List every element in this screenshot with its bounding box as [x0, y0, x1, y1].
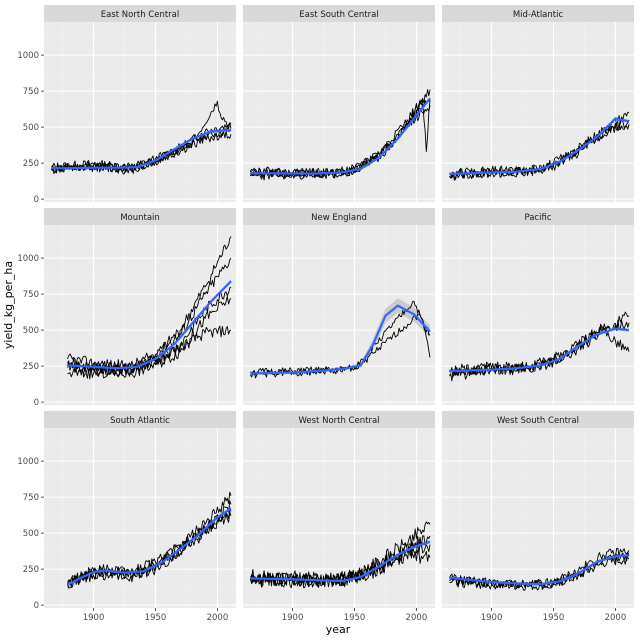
y-tick-label: 500 — [23, 123, 39, 133]
x-axis-layer: 1900 1950 2000 1900 1950 2000 1900 1950 2000 — [83, 608, 627, 623]
panel-data — [50, 100, 232, 175]
facet-strip — [442, 208, 634, 225]
facet-title: South Atlantic — [110, 416, 170, 426]
confidence-band — [51, 128, 232, 170]
smooth-trend-line — [449, 554, 630, 586]
facet-strip — [243, 411, 435, 428]
panel-background — [44, 22, 236, 202]
facet-panel: West North Central — [243, 411, 435, 608]
smooth-trend-line — [66, 507, 232, 586]
panels-layer: East North Central East South Central Mid-… — [44, 5, 634, 608]
x-tick-label: 1900 — [83, 613, 105, 623]
panel-data — [449, 547, 630, 591]
x-tick-label: 1900 — [481, 613, 503, 623]
y-tick-label: 500 — [23, 326, 39, 336]
x-tick-label: 1950 — [145, 613, 167, 623]
facet-panel: Mountain — [44, 208, 236, 405]
facet-title: East North Central — [101, 10, 179, 20]
facet-title: West North Central — [298, 416, 379, 426]
facet-title: West South Central — [497, 416, 579, 426]
facet-title: Mid-Atlantic — [513, 10, 564, 20]
y-tick-label: 250 — [23, 565, 39, 575]
x-tick-label: 1900 — [282, 613, 304, 623]
y-tick-label: 0 — [34, 195, 39, 205]
panel-data — [67, 236, 232, 380]
panel-data — [449, 311, 630, 382]
panel-data — [66, 491, 232, 590]
facet-title: Pacific — [524, 213, 551, 223]
raw-series-line — [249, 535, 431, 588]
facet-panel: East North Central — [44, 5, 236, 202]
facet-title: Mountain — [120, 213, 160, 223]
facet-strip — [44, 5, 236, 22]
facet-strip — [44, 208, 236, 225]
y-tick-label: 500 — [23, 529, 39, 539]
facet-panel: Mid-Atlantic — [442, 5, 634, 202]
smooth-trend-line — [250, 540, 431, 582]
facet-strip — [442, 411, 634, 428]
smooth-trend-line — [67, 280, 232, 370]
y-tick-label: 750 — [23, 493, 39, 503]
panel-background — [442, 225, 634, 405]
facet-panel: West South Central — [442, 411, 634, 608]
y-tick-label: 1000 — [17, 51, 39, 61]
smooth-trend-line — [449, 327, 630, 373]
x-tick-label: 2000 — [207, 613, 229, 623]
raw-series-line — [67, 295, 232, 380]
raw-series-line — [449, 555, 630, 591]
facet-title: East South Central — [299, 10, 378, 20]
y-tick-label: 250 — [23, 159, 39, 169]
y-tick-label: 1000 — [17, 254, 39, 264]
facet-strip — [442, 5, 634, 22]
panel-data — [250, 298, 431, 379]
y-tick-label: 0 — [34, 601, 39, 611]
smooth-trend-line — [449, 117, 630, 175]
x-axis-title: year — [326, 623, 351, 636]
x-tick-label: 1950 — [344, 613, 366, 623]
panel-data — [249, 89, 431, 181]
panel-background — [44, 225, 236, 405]
panel-data — [249, 521, 431, 589]
facet-strip — [44, 411, 236, 428]
x-tick-label: 2000 — [406, 613, 428, 623]
facet-strip — [243, 208, 435, 225]
y-tick-label: 1000 — [17, 457, 39, 467]
x-tick-label: 1950 — [543, 613, 565, 623]
raw-series-line — [67, 257, 232, 372]
y-axes-layer: 0 250 500 750 1000 0 250 500 750 1000 0 250 500 750 10… — [17, 51, 44, 611]
smooth-trend-line — [250, 304, 431, 375]
facet-panel: East South Central — [243, 5, 435, 202]
panel-data — [449, 111, 630, 181]
y-tick-label: 750 — [23, 87, 39, 97]
facet-panel: New England — [243, 208, 435, 405]
facet-panel: Pacific — [442, 208, 634, 405]
confidence-band — [449, 327, 629, 373]
y-tick-label: 250 — [23, 362, 39, 372]
y-tick-label: 0 — [34, 398, 39, 408]
raw-series-line — [67, 286, 232, 377]
y-axis-title: yield_kg_per_ha — [2, 261, 15, 349]
panel-background — [442, 22, 634, 202]
y-tick-label: 750 — [23, 290, 39, 300]
raw-series-line — [449, 326, 630, 376]
facet-strip — [243, 5, 435, 22]
facet-title: New England — [311, 213, 367, 223]
facet-panel: South Atlantic — [44, 411, 236, 608]
x-tick-label: 2000 — [605, 613, 627, 623]
smooth-trend-line — [250, 97, 431, 175]
smooth-trend-line — [51, 128, 232, 170]
